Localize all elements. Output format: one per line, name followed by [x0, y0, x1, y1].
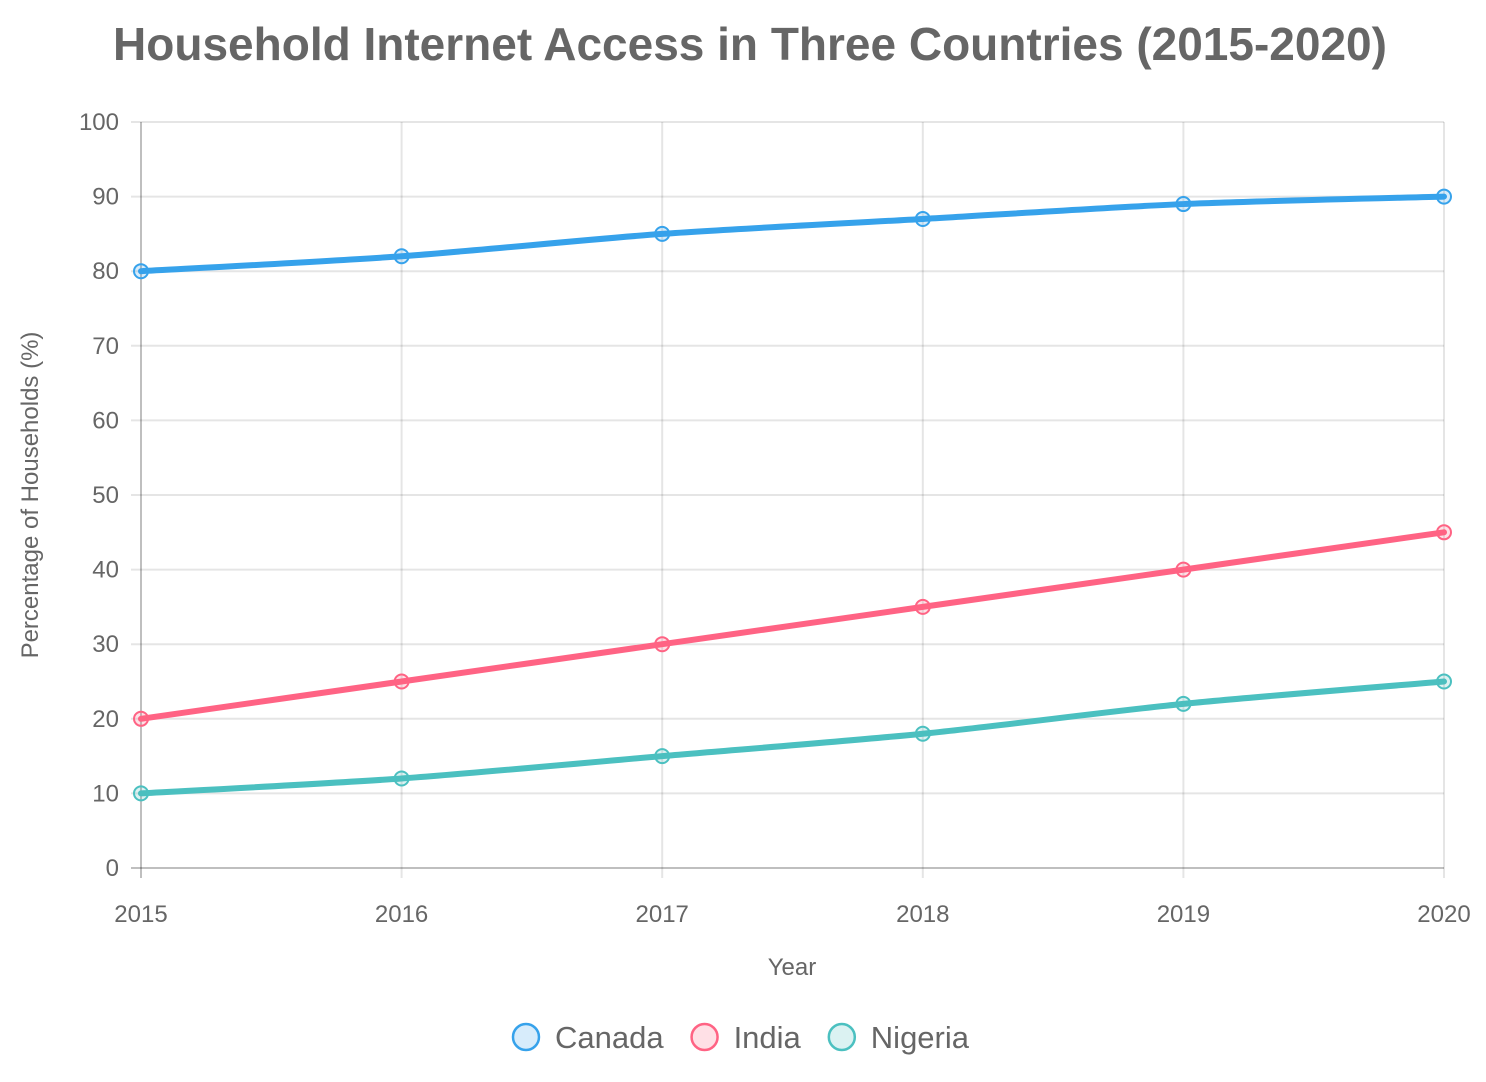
y-tick-label: 0 — [106, 855, 119, 882]
data-point-canada-2019[interactable] — [1175, 196, 1192, 213]
data-point-canada-2018[interactable] — [914, 210, 931, 227]
legend-label-canada: Canada — [555, 1020, 664, 1055]
data-point-nigeria-2019[interactable] — [1175, 695, 1192, 712]
data-point-nigeria-2015[interactable] — [133, 785, 149, 802]
data-point-nigeria-2020[interactable] — [1436, 673, 1452, 690]
series-nigeria — [133, 673, 1452, 802]
y-tick-label: 90 — [92, 184, 119, 211]
x-tick-label: 2017 — [636, 901, 689, 928]
data-point-india-2020[interactable] — [1436, 524, 1452, 541]
legend: Canada India Nigeria — [511, 1020, 970, 1055]
data-point-india-2019[interactable] — [1175, 561, 1192, 578]
series-line-nigeria — [138, 678, 1447, 797]
data-point-nigeria-2018[interactable] — [914, 725, 931, 742]
y-tick-label: 50 — [92, 482, 119, 509]
series-line-india — [138, 529, 1447, 722]
y-axis-ticks: 0 10 20 30 40 50 60 70 80 90 100 — [79, 109, 119, 882]
legend-item-india[interactable]: India — [690, 1020, 802, 1055]
data-point-india-2018[interactable] — [914, 598, 931, 615]
series-line-canada — [138, 193, 1447, 275]
data-point-canada-2020[interactable] — [1436, 188, 1452, 205]
data-point-canada-2017[interactable] — [654, 225, 671, 242]
x-tick-label: 2015 — [114, 901, 167, 928]
y-tick-label: 70 — [92, 333, 119, 360]
series-group — [133, 188, 1452, 802]
legend-item-canada[interactable]: Canada — [511, 1020, 664, 1055]
y-tick-label: 40 — [92, 557, 119, 584]
data-point-india-2015[interactable] — [133, 710, 149, 727]
data-point-nigeria-2017[interactable] — [654, 748, 671, 765]
legend-marker-india — [690, 1022, 719, 1052]
legend-label-nigeria: Nigeria — [871, 1020, 970, 1055]
series-canada — [133, 188, 1452, 280]
y-tick-label: 30 — [92, 631, 119, 658]
x-tick-label: 2019 — [1157, 901, 1210, 928]
y-tick-label: 10 — [92, 780, 119, 807]
legend-marker-canada — [511, 1022, 541, 1052]
x-tick-label: 2020 — [1417, 901, 1470, 928]
legend-label-india: India — [734, 1020, 802, 1055]
series-india — [133, 524, 1452, 727]
legend-item-nigeria[interactable]: Nigeria — [827, 1020, 970, 1055]
y-tick-label: 60 — [92, 407, 119, 434]
data-point-india-2016[interactable] — [393, 673, 410, 690]
x-axis-ticks: 2015 2016 2017 2018 2019 2020 — [114, 901, 1470, 928]
grid — [131, 121, 1445, 878]
x-tick-label: 2018 — [896, 901, 949, 928]
legend-marker-nigeria — [827, 1022, 857, 1052]
data-point-canada-2016[interactable] — [393, 248, 410, 265]
y-tick-label: 100 — [79, 109, 119, 136]
data-point-nigeria-2016[interactable] — [393, 770, 410, 787]
data-point-canada-2015[interactable] — [133, 263, 149, 280]
x-axis-title: Year — [768, 954, 817, 981]
y-axis-title: Percentage of Households (%) — [17, 332, 44, 659]
x-tick-label: 2016 — [375, 901, 428, 928]
y-tick-label: 80 — [92, 258, 119, 285]
y-tick-label: 20 — [92, 706, 119, 733]
chart-title: Household Internet Access in Three Count… — [113, 18, 1387, 70]
data-point-india-2017[interactable] — [654, 636, 671, 653]
